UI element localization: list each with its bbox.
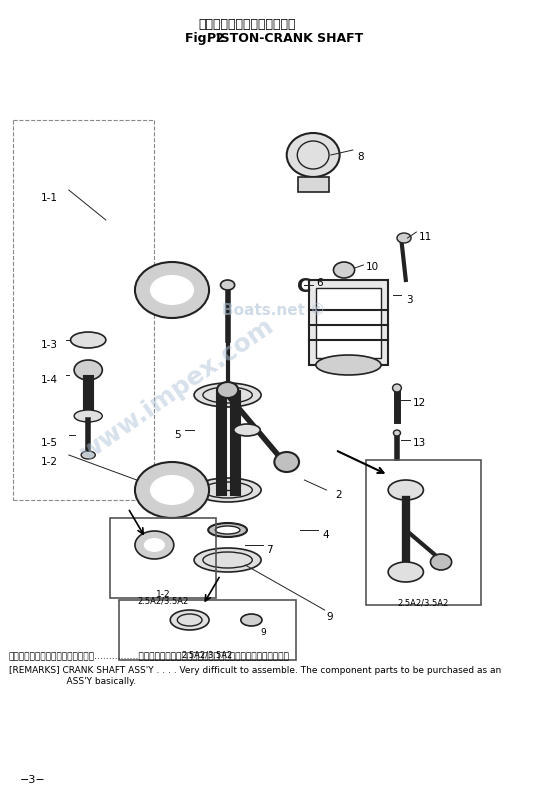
Text: Boats.net ©: Boats.net © — [222, 302, 325, 317]
Ellipse shape — [150, 275, 194, 305]
Text: 2.5A2/3.5A2: 2.5A2/3.5A2 — [181, 650, 233, 659]
Ellipse shape — [217, 382, 238, 398]
Bar — [110, 518, 216, 598]
Text: 13: 13 — [413, 438, 426, 448]
Bar — [298, 177, 329, 192]
Text: 1-2: 1-2 — [156, 590, 170, 599]
Text: 2.5A2/3.5A2: 2.5A2/3.5A2 — [138, 597, 189, 606]
Ellipse shape — [135, 262, 209, 318]
Ellipse shape — [393, 384, 402, 392]
Ellipse shape — [234, 424, 260, 436]
Ellipse shape — [170, 610, 209, 630]
Text: 1-2: 1-2 — [40, 457, 57, 467]
Ellipse shape — [397, 233, 411, 243]
Text: 5: 5 — [174, 430, 181, 440]
Text: 3: 3 — [406, 295, 412, 305]
Text: ピストン・クランクシャフト: ピストン・クランクシャフト — [198, 18, 296, 31]
Ellipse shape — [135, 531, 174, 559]
Ellipse shape — [274, 452, 299, 472]
Text: www.impex.com: www.impex.com — [75, 314, 278, 466]
Text: 4: 4 — [322, 530, 329, 540]
Text: −3−: −3− — [20, 775, 45, 785]
Text: 9: 9 — [260, 628, 266, 637]
Text: 1-3: 1-3 — [40, 340, 57, 350]
Text: 1-5: 1-5 — [40, 438, 57, 448]
Ellipse shape — [194, 478, 261, 502]
Bar — [366, 460, 481, 605]
Ellipse shape — [74, 360, 102, 380]
Ellipse shape — [208, 523, 247, 537]
Text: 9: 9 — [326, 612, 333, 622]
Ellipse shape — [215, 526, 240, 534]
Ellipse shape — [388, 480, 423, 500]
Ellipse shape — [316, 355, 381, 375]
Ellipse shape — [71, 332, 106, 348]
Ellipse shape — [431, 554, 452, 570]
Ellipse shape — [194, 548, 261, 572]
Text: 11: 11 — [419, 232, 432, 242]
Text: 12: 12 — [413, 398, 426, 408]
Bar — [316, 288, 381, 358]
Bar — [309, 280, 388, 365]
Text: 2.5A2/3.5A2: 2.5A2/3.5A2 — [398, 598, 449, 607]
Ellipse shape — [287, 133, 339, 177]
Ellipse shape — [144, 538, 165, 552]
Ellipse shape — [241, 614, 262, 626]
Text: 1-1: 1-1 — [40, 193, 57, 203]
Text: [REMARKS] CRANK SHAFT ASS'Y . . . . Very difficult to assemble. The component pa: [REMARKS] CRANK SHAFT ASS'Y . . . . Very… — [9, 666, 501, 675]
Text: Fig. 2: Fig. 2 — [185, 32, 225, 45]
Text: （注）クランクシャフトアッシー　……………組立図面。構成部品は原則としてアッシーで購入して下さい。: （注）クランクシャフトアッシー ……………組立図面。構成部品は原則としてアッシー… — [9, 652, 290, 661]
Ellipse shape — [221, 280, 235, 290]
Text: 1-4: 1-4 — [40, 375, 57, 385]
Ellipse shape — [194, 383, 261, 407]
Text: 6: 6 — [316, 278, 323, 288]
Text: 7: 7 — [267, 545, 273, 555]
Ellipse shape — [74, 410, 102, 422]
Text: PISTON-CRANK SHAFT: PISTON-CRANK SHAFT — [207, 32, 363, 45]
Ellipse shape — [135, 462, 209, 518]
Ellipse shape — [394, 430, 400, 436]
Text: ASS'Y basically.: ASS'Y basically. — [9, 677, 136, 686]
Ellipse shape — [150, 475, 194, 505]
Text: 10: 10 — [366, 262, 379, 272]
Text: C: C — [297, 277, 312, 296]
Ellipse shape — [388, 562, 423, 582]
Text: 2: 2 — [335, 490, 342, 500]
Text: 8: 8 — [357, 152, 364, 162]
Ellipse shape — [333, 262, 354, 278]
Bar — [119, 600, 296, 660]
Ellipse shape — [81, 451, 95, 459]
